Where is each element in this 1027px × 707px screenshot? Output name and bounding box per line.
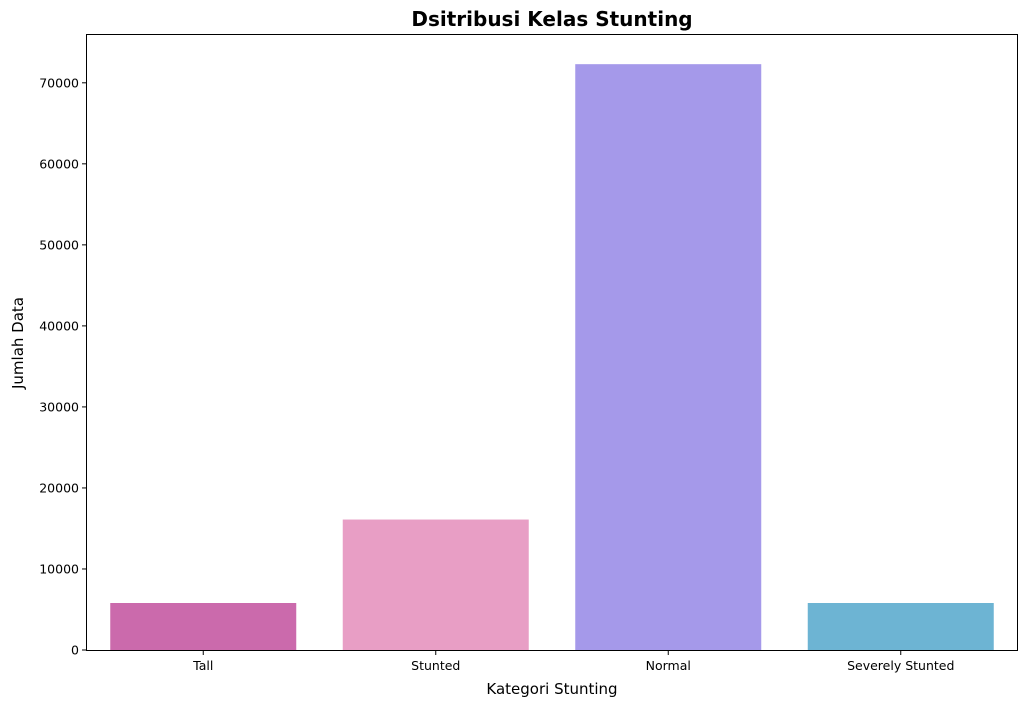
plot-frame	[86, 34, 1018, 651]
y-tick-label: 30000	[39, 399, 79, 414]
bar-severely-stunted	[807, 603, 994, 650]
y-axis-ticks: 0 10000 20000 30000 40000 50000 60000 70000	[39, 75, 87, 658]
x-axis-ticks: Tall Stunted Normal Severely Stunted	[192, 650, 954, 673]
y-axis-label: Jumlah Data	[9, 297, 27, 390]
x-tick-label: Stunted	[411, 658, 460, 673]
chart-title: Dsitribusi Kelas Stunting	[411, 7, 692, 31]
x-axis-label: Kategori Stunting	[486, 680, 617, 698]
y-tick-label: 60000	[39, 156, 79, 171]
bar-stunted	[342, 519, 529, 650]
y-tick-label: 10000	[39, 561, 79, 576]
bars-group	[110, 64, 994, 650]
y-tick-label: 40000	[39, 318, 79, 333]
y-tick-label: 20000	[39, 480, 79, 495]
x-tick-label: Normal	[646, 658, 691, 673]
y-tick-label: 70000	[39, 75, 79, 90]
y-tick-label: 0	[71, 643, 79, 658]
x-tick-label: Tall	[192, 658, 213, 673]
x-tick-label: Severely Stunted	[847, 658, 954, 673]
bar-normal	[575, 64, 762, 650]
y-tick-label: 50000	[39, 237, 79, 252]
bar-tall	[110, 603, 297, 650]
